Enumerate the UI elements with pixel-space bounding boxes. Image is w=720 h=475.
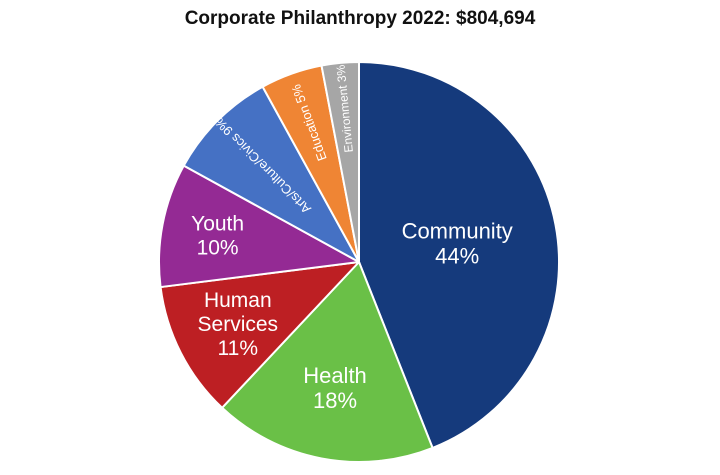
pie-slice-environment	[320, 61, 360, 263]
pie-slice-youth	[158, 164, 360, 289]
pie-slice-health	[221, 261, 434, 463]
pie-slice-arts-culture-civics	[182, 85, 360, 263]
chart-title: Corporate Philanthropy 2022: $804,694	[184, 8, 536, 29]
slice-label-community: Community 44%	[402, 218, 513, 268]
pie-slice-human-services	[159, 261, 360, 409]
slice-label-human-services: Human Services 11%	[198, 289, 279, 360]
slice-label-youth: Youth 10%	[191, 212, 244, 259]
slice-label-health: Health 18%	[303, 363, 367, 413]
pie-slice-community	[358, 61, 560, 449]
